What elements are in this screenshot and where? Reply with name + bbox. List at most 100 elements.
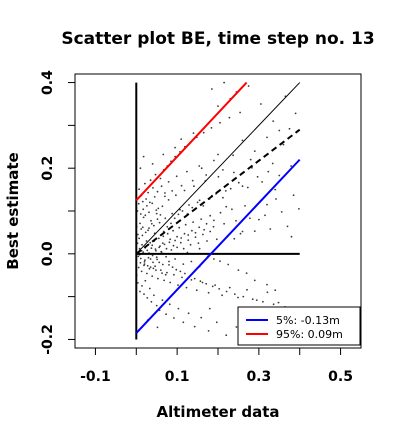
data-point [163,279,166,282]
data-point [267,170,270,173]
data-point [161,263,164,266]
data-point [189,243,192,246]
data-point [157,207,160,210]
data-point [182,263,185,265]
data-point [143,261,146,263]
data-point [142,155,145,158]
data-point [182,321,185,324]
data-point [144,214,147,217]
data-point [187,239,190,242]
data-point [156,326,159,329]
data-point [272,120,275,122]
data-point [222,169,224,171]
data-point [233,293,236,295]
data-point [174,146,177,149]
data-point [141,200,144,203]
data-point [154,265,157,268]
data-point [169,238,172,241]
data-point [180,237,183,239]
data-point [261,181,263,183]
data-point [172,244,175,247]
data-point [231,208,233,211]
data-point [205,222,208,225]
data-point [247,85,250,87]
data-point [138,188,141,191]
data-point [170,222,172,225]
data-point [185,286,188,289]
data-point [218,288,221,290]
data-point [194,236,197,239]
data-point [153,224,155,227]
data-point [288,127,291,130]
data-point [154,173,157,176]
reference-lines [135,81,301,340]
data-point [228,286,231,289]
data-point [159,177,162,180]
data-point [278,174,281,177]
data-point [286,225,289,228]
data-point [139,167,142,170]
data-point [149,258,152,260]
data-point [274,289,277,292]
data-point [178,226,181,229]
data-point [209,214,212,217]
data-point [225,290,228,293]
data-point [146,205,148,207]
data-point [147,256,150,259]
data-point [168,260,170,263]
data-point [138,237,141,240]
data-point [205,174,208,176]
data-point [217,153,219,156]
y-tick-label: 0.0 [40,241,56,266]
data-point [201,281,204,284]
data-point [202,205,205,207]
data-point [137,266,140,269]
data-point [164,192,166,194]
data-point [146,297,149,299]
data-point [165,313,168,316]
data-point [241,139,244,142]
data-point [280,211,283,213]
data-point [151,254,154,257]
data-point [192,132,195,135]
data-point [233,171,235,174]
data-point [275,198,277,200]
data-point [215,238,218,241]
data-point [198,226,201,229]
data-point [157,277,159,280]
data-point [148,287,151,290]
data-point [253,150,256,153]
data-point [237,269,240,271]
data-point [264,214,266,217]
data-point [184,272,186,275]
data-point [217,105,219,107]
data-point [266,136,268,139]
data-point [151,163,154,165]
data-point [209,230,212,233]
data-point [160,251,163,254]
data-point [153,196,156,198]
data-point [190,260,193,263]
data-point [137,255,140,258]
data-point [219,260,221,262]
data-point [161,272,163,274]
data-point [156,190,159,193]
data-point [143,293,145,295]
data-point [170,249,173,251]
data-point [147,191,150,194]
data-point [298,208,300,210]
data-point [197,242,200,245]
data-points [135,81,300,337]
data-point [232,154,235,157]
y-axis-label: Best estimate [4,152,22,269]
data-point [177,284,179,286]
data-point [244,205,246,207]
y-tick-label: -0.2 [40,324,56,355]
data-point [179,270,182,273]
data-point [167,181,170,183]
data-point [161,242,164,245]
data-point [156,218,159,221]
data-point [140,270,143,273]
